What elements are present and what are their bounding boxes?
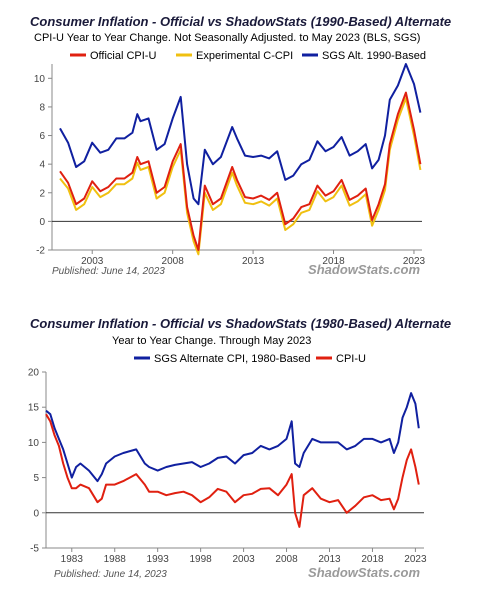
x-tick-label: 1993 (147, 554, 170, 565)
chart-1-x-ticks: 2003 2008 2013 2018 2023 (81, 250, 426, 267)
series-line-sgs-alt-1990-based (59, 63, 422, 206)
y-tick-label: -5 (30, 544, 39, 555)
chart-1-brand: ShadowStats.com (308, 262, 420, 277)
y-tick-label: 8 (39, 102, 45, 113)
y-tick-label: 0 (39, 217, 45, 228)
y-tick-label: 6 (39, 131, 45, 142)
x-tick-label: 2023 (403, 256, 426, 267)
chart-2-x-ticks: 1983 1988 1993 1998 2003 2008 2013 2018 2023 (61, 548, 427, 565)
series-line-sgs-alternate-cpi-1980-based (45, 392, 420, 483)
x-tick-label: 2013 (242, 256, 265, 267)
chart-1-series (59, 63, 422, 256)
legend-label-sgs-1980: SGS Alternate CPI, 1980-Based (154, 353, 311, 365)
series-line-cpi-u (45, 413, 420, 528)
y-tick-label: 10 (28, 438, 40, 449)
y-tick-label: 10 (34, 74, 46, 85)
x-tick-label: 2003 (81, 256, 104, 267)
y-tick-label: 15 (28, 403, 40, 414)
x-tick-label: 2003 (232, 554, 255, 565)
series-line-official-cpi-u (59, 91, 422, 251)
legend-label-official-cpi: Official CPI-U (90, 50, 156, 62)
y-tick-label: -2 (36, 246, 45, 257)
x-tick-label: 1988 (104, 554, 127, 565)
chart-2: Consumer Inflation - Official vs ShadowS… (28, 316, 451, 580)
y-tick-label: 20 (28, 368, 40, 379)
x-tick-label: 2008 (275, 554, 298, 565)
legend-label-experimental-ccpi: Experimental C-CPI (196, 50, 293, 62)
y-tick-label: 5 (33, 473, 39, 484)
legend-label-cpi-u: CPI-U (336, 353, 366, 365)
chart-2-subtitle: Year to Year Change. Through May 2023 (112, 335, 311, 347)
y-tick-label: 4 (39, 160, 45, 171)
x-tick-label: 1998 (190, 554, 213, 565)
chart-1-published: Published: June 14, 2023 (52, 266, 165, 277)
x-tick-label: 1983 (61, 554, 84, 565)
chart-1-legend: Official CPI-U Experimental C-CPI SGS Al… (70, 50, 426, 62)
chart-2-y-ticks: -5 0 5 10 15 20 (28, 368, 46, 555)
chart-2-legend: SGS Alternate CPI, 1980-Based CPI-U (134, 353, 366, 365)
x-tick-label: 2018 (361, 554, 384, 565)
chart-2-brand: ShadowStats.com (308, 565, 420, 580)
chart-1-title: Consumer Inflation - Official vs ShadowS… (30, 14, 451, 29)
y-tick-label: 0 (33, 508, 39, 519)
chart-1: Consumer Inflation - Official vs ShadowS… (30, 14, 451, 277)
chart-2-title: Consumer Inflation - Official vs ShadowS… (30, 316, 451, 331)
x-tick-label: 2008 (162, 256, 185, 267)
legend-label-sgs-1990: SGS Alt. 1990-Based (322, 50, 426, 62)
x-tick-label: 2018 (322, 256, 345, 267)
x-tick-label: 2023 (404, 554, 427, 565)
chart-1-subtitle: CPI-U Year to Year Change. Not Seasonall… (34, 32, 420, 44)
y-tick-label: 2 (39, 188, 45, 199)
chart-2-published: Published: June 14, 2023 (54, 569, 167, 580)
series-line-experimental-c-cpi (59, 97, 422, 256)
chart-2-series (45, 392, 420, 528)
chart-1-y-ticks: -2 0 2 4 6 8 10 (34, 74, 52, 257)
x-tick-label: 2013 (318, 554, 341, 565)
